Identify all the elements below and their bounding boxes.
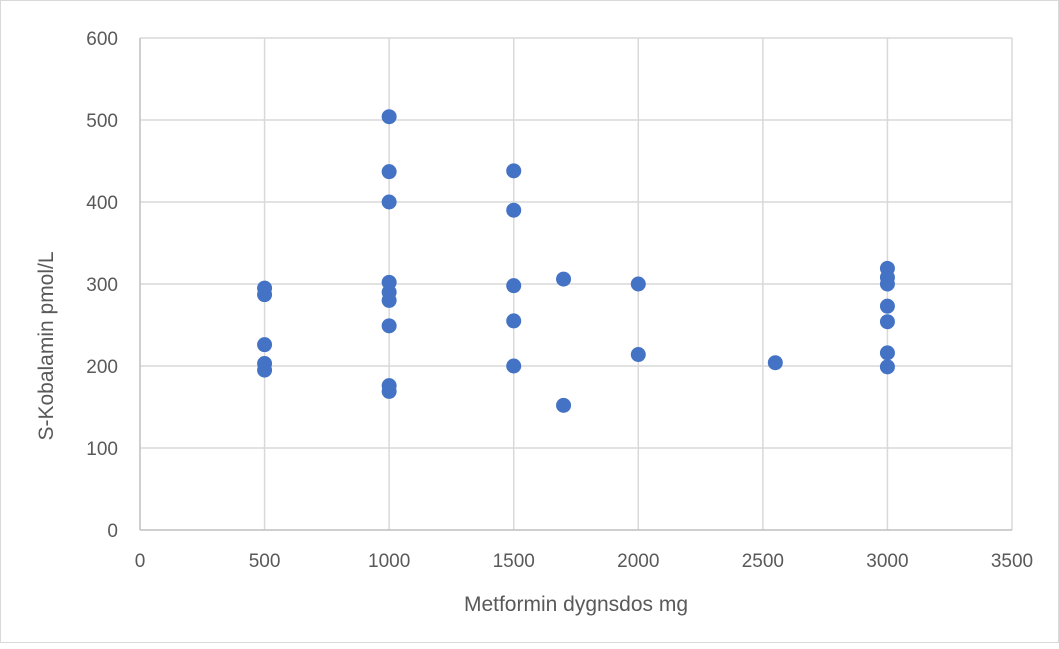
data-point [630,276,646,292]
x-axis-title: Metformin dygnsdos mg [464,593,688,616]
data-point [879,298,895,314]
data-point [381,318,397,334]
x-tick-label: 2000 [617,551,659,572]
x-tick-label: 3000 [866,551,908,572]
x-tick-label: 1000 [368,551,410,572]
data-point [381,109,397,125]
data-point [506,358,522,374]
data-point [556,397,572,413]
data-point [506,278,522,294]
data-point [879,345,895,361]
y-axis-title: S-Kobalamin pmol/L [35,251,58,440]
x-tick-label: 2500 [742,551,784,572]
data-point [879,276,895,292]
data-point [381,383,397,399]
data-point [257,362,273,378]
axes [139,38,1012,531]
data-points [257,109,895,413]
data-point [879,359,895,375]
y-tick-label: 400 [86,193,118,214]
y-tick-label: 100 [86,439,118,460]
y-tick-label: 500 [86,111,118,132]
data-point [556,271,572,287]
y-tick-label: 200 [86,357,118,378]
data-point [381,194,397,210]
data-point [381,292,397,308]
data-point [767,355,783,371]
data-point [506,163,522,179]
tick-labels: 0 100 200 300 400 500 600 0 500 1000 1500 2000 2500 3… [86,29,1033,572]
y-tick-label: 300 [86,275,118,296]
x-tick-label: 500 [249,551,281,572]
data-point [257,337,273,353]
data-point [506,313,522,329]
data-point [506,202,522,218]
y-tick-label: 600 [86,29,118,50]
x-tick-label: 0 [135,551,146,572]
data-point [257,287,273,303]
data-point [381,164,397,180]
data-point [879,314,895,330]
gridlines [140,37,1013,530]
data-point [630,347,646,363]
y-tick-label: 0 [107,521,118,542]
x-tick-label: 3500 [991,551,1033,572]
x-tick-label: 1500 [493,551,535,572]
